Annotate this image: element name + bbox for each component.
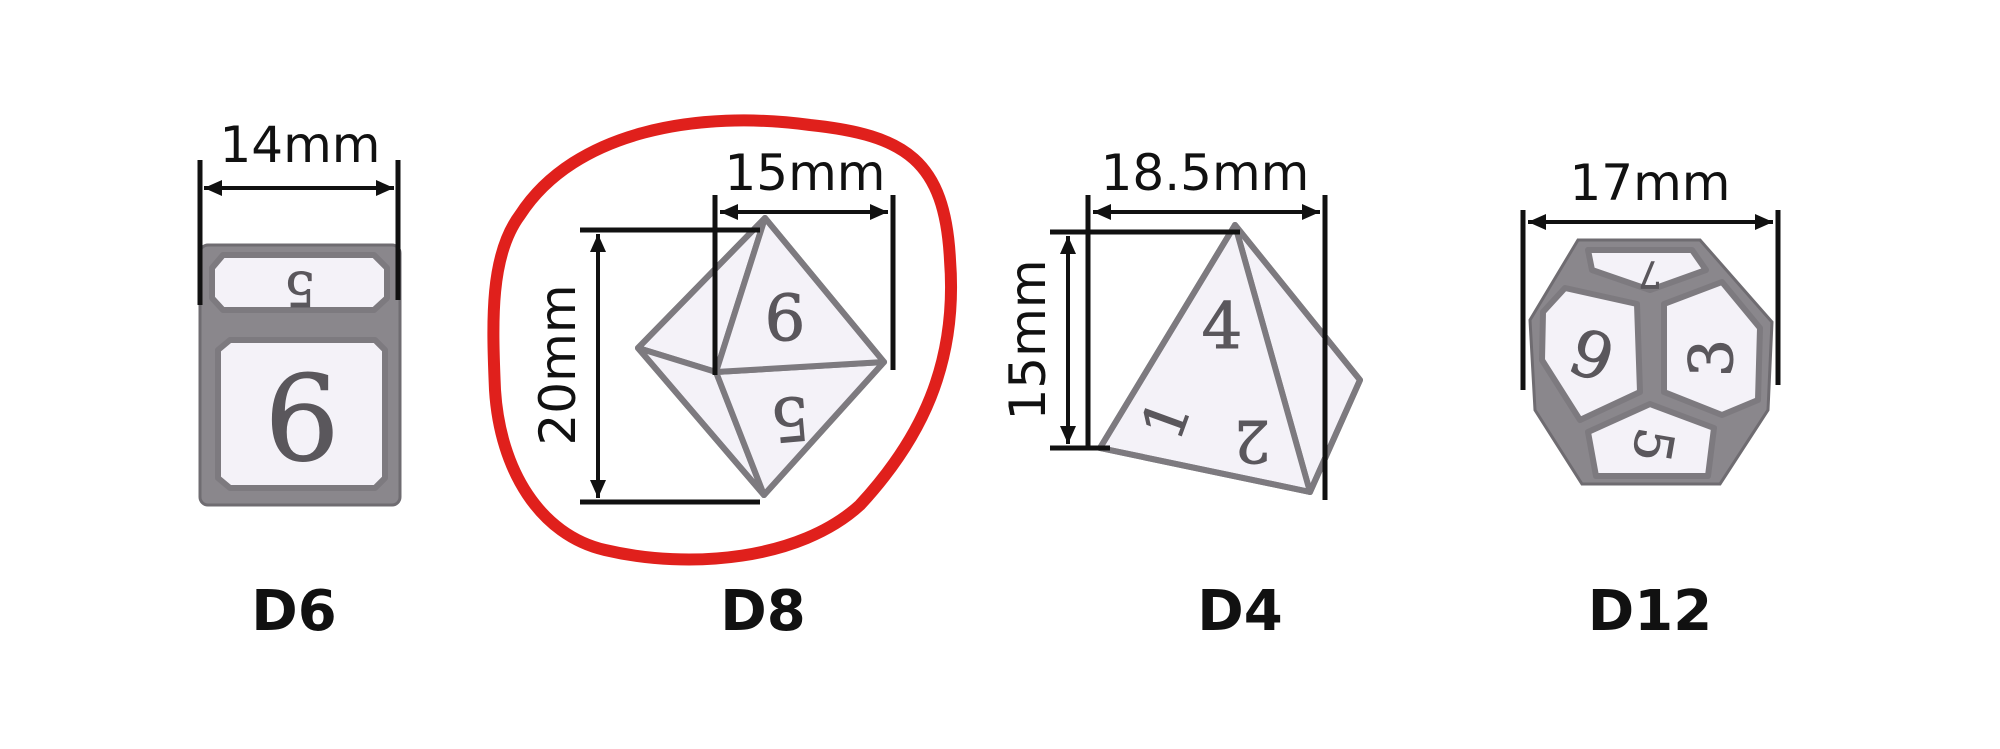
highlight-circle — [487, 114, 957, 566]
d4-height-dimension: 15mm — [999, 229, 1240, 451]
d12-right-number: 3 — [1677, 339, 1747, 377]
d4-width-dimension: 18.5mm — [1085, 144, 1328, 500]
d6-label: D6 — [251, 579, 336, 644]
d4-tetrahedron-icon: 4 1 2 — [1097, 222, 1363, 495]
d12-width-label: 17mm — [1569, 154, 1730, 212]
d8-octahedron-icon: 6 5 — [635, 215, 887, 498]
d4-right-number: 2 — [1234, 407, 1271, 475]
d4-width-label: 18.5mm — [1101, 144, 1310, 202]
d8-die: 6 5 15mm 20mm D8 — [487, 114, 957, 644]
d6-width-label: 14mm — [219, 116, 380, 174]
d8-width-dimension: 15mm — [712, 144, 896, 375]
d8-label: D8 — [720, 579, 805, 644]
d4-top-number: 4 — [1202, 290, 1243, 364]
d6-cube-icon: 5 6 — [198, 243, 402, 507]
d4-height-label: 15mm — [999, 259, 1057, 420]
d8-width-label: 15mm — [724, 144, 885, 202]
d12-width-dimension: 17mm — [1520, 154, 1781, 390]
d12-dodecahedron-icon: 7 9 3 5 — [1528, 238, 1774, 486]
d6-die: 5 6 14mm D6 — [197, 116, 402, 644]
d12-die: 7 9 3 5 17mm D12 — [1520, 154, 1781, 644]
d6-front-face-number: 6 — [264, 350, 339, 488]
d6-top-face-number: 5 — [285, 260, 316, 316]
d12-top-number: 7 — [1639, 253, 1662, 294]
d6-width-dimension: 14mm — [197, 116, 401, 305]
d12-label: D12 — [1588, 579, 1712, 644]
d8-height-label: 20mm — [529, 284, 587, 445]
d4-die: 4 1 2 18.5mm 15mm D4 — [999, 144, 1363, 644]
d4-label: D4 — [1197, 579, 1282, 644]
d8-bottom-face-number: 5 — [768, 381, 812, 454]
d12-left-number: 9 — [1560, 315, 1624, 398]
d8-height-dimension: 20mm — [529, 227, 760, 505]
d8-top-face-number: 6 — [765, 282, 806, 356]
